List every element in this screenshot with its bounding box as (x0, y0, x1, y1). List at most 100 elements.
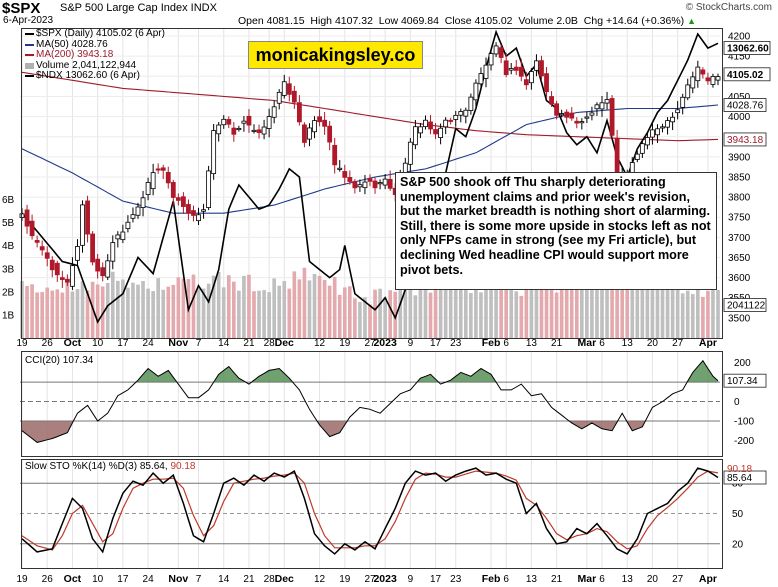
candle-up (145, 182, 151, 195)
candle-up (665, 120, 670, 128)
candle-up (201, 209, 206, 212)
candle-up (599, 102, 605, 110)
candle-up (680, 96, 686, 108)
price-tick-label: 3900 (728, 152, 751, 163)
volume-bar (559, 285, 564, 338)
volume-bar (317, 275, 322, 338)
volume-bar (519, 295, 524, 338)
volume-bar (685, 290, 690, 338)
volume-bar (307, 280, 312, 338)
candle-up (650, 129, 655, 138)
x-tick-label: 23 (450, 338, 462, 349)
candle-up (130, 214, 136, 219)
volume-bar (85, 290, 90, 338)
candle-up (463, 109, 469, 117)
volume-bar (262, 290, 266, 338)
value-tag-box (723, 132, 767, 147)
candle-down (367, 178, 373, 182)
candle-up (307, 127, 312, 140)
x-tick-label: Nov (168, 573, 188, 585)
volume-bar (151, 291, 155, 338)
candle-up (115, 234, 121, 240)
candle-down (347, 177, 353, 182)
volume-bar (514, 291, 519, 338)
volume-bar (201, 288, 206, 338)
candle-up (559, 113, 565, 116)
volume-bar (247, 274, 251, 338)
candle-up (629, 162, 635, 177)
volume-bar (650, 277, 655, 338)
candle-down (191, 210, 196, 216)
candle-down (544, 73, 549, 93)
candle-up (261, 126, 267, 135)
x-tick-label: Dec (275, 337, 294, 349)
x-tick-label: 6 (503, 574, 509, 585)
candle-up (594, 104, 600, 110)
x-tick-label: 21 (551, 338, 563, 349)
x-tick-label: 19 (16, 574, 28, 585)
candle-up (443, 119, 449, 128)
x-tick-label: Feb (482, 573, 501, 585)
volume-bar (423, 284, 428, 338)
candle-up (407, 141, 413, 165)
volume-bar (569, 279, 574, 338)
candle-up (458, 111, 464, 116)
volume-bar (716, 289, 720, 338)
volume-bar (524, 283, 529, 338)
candle-up (493, 45, 499, 55)
volume-bar (105, 282, 110, 338)
value-tag-text: 2041122 (727, 301, 766, 312)
value-tag-text: 85.64 (727, 473, 752, 484)
candle-down (372, 180, 378, 189)
candle-down (352, 181, 358, 189)
value-tag-box (723, 98, 767, 112)
candle-up (695, 66, 701, 82)
cci-tick-label: -100 (734, 417, 754, 428)
candle-down (246, 115, 252, 126)
volume-bar (131, 282, 135, 338)
x-tick-label: Oct (64, 573, 82, 585)
volume-bar (80, 281, 85, 338)
volume-bar (489, 287, 493, 338)
volume-bar (287, 288, 292, 338)
volume-bar (554, 292, 559, 338)
volume-tick-label: 1B (2, 310, 15, 321)
x-tick-label: Apr (699, 573, 717, 585)
volume-bar (196, 288, 201, 338)
price-tick-label: 3700 (728, 233, 751, 244)
x-tick-label: 7 (196, 338, 202, 349)
x-tick-label: 6 (503, 338, 509, 349)
candle-up (251, 129, 257, 132)
volume-bar (368, 304, 372, 338)
candle-up (584, 116, 590, 119)
candle-down (175, 197, 181, 201)
candle-up (418, 126, 423, 134)
candle-up (579, 121, 585, 124)
value-tags: 13062.60 4105.02 4028.76 3943.18 2041122 107.… (723, 41, 771, 485)
volume-bar (630, 272, 635, 338)
candle-down (64, 278, 70, 283)
candle-up (655, 128, 660, 136)
value-tag-text: 13062.60 (727, 44, 769, 55)
candle-up (75, 246, 80, 261)
x-tick-label: 9 (408, 338, 414, 349)
volume-bars (20, 259, 720, 338)
x-tick-label: 10 (92, 338, 104, 349)
volume-bar (95, 284, 100, 338)
volume-bar (146, 288, 150, 338)
candle-down (523, 79, 529, 86)
candle-down (54, 262, 60, 276)
candle-up (478, 73, 484, 85)
price-tick-label: 3750 (728, 213, 751, 224)
x-tick-label: 17 (117, 338, 129, 349)
candle-up (105, 260, 111, 278)
volume-bar (403, 288, 408, 338)
candle-down (387, 178, 393, 189)
volume-bar (534, 278, 539, 338)
volume-bar (494, 283, 498, 338)
x-tick-label: 12 (314, 574, 326, 585)
candle-down (448, 119, 454, 122)
x-tick-label: 19 (339, 338, 351, 349)
panel-frame (21, 28, 723, 339)
candle-up (125, 221, 131, 230)
